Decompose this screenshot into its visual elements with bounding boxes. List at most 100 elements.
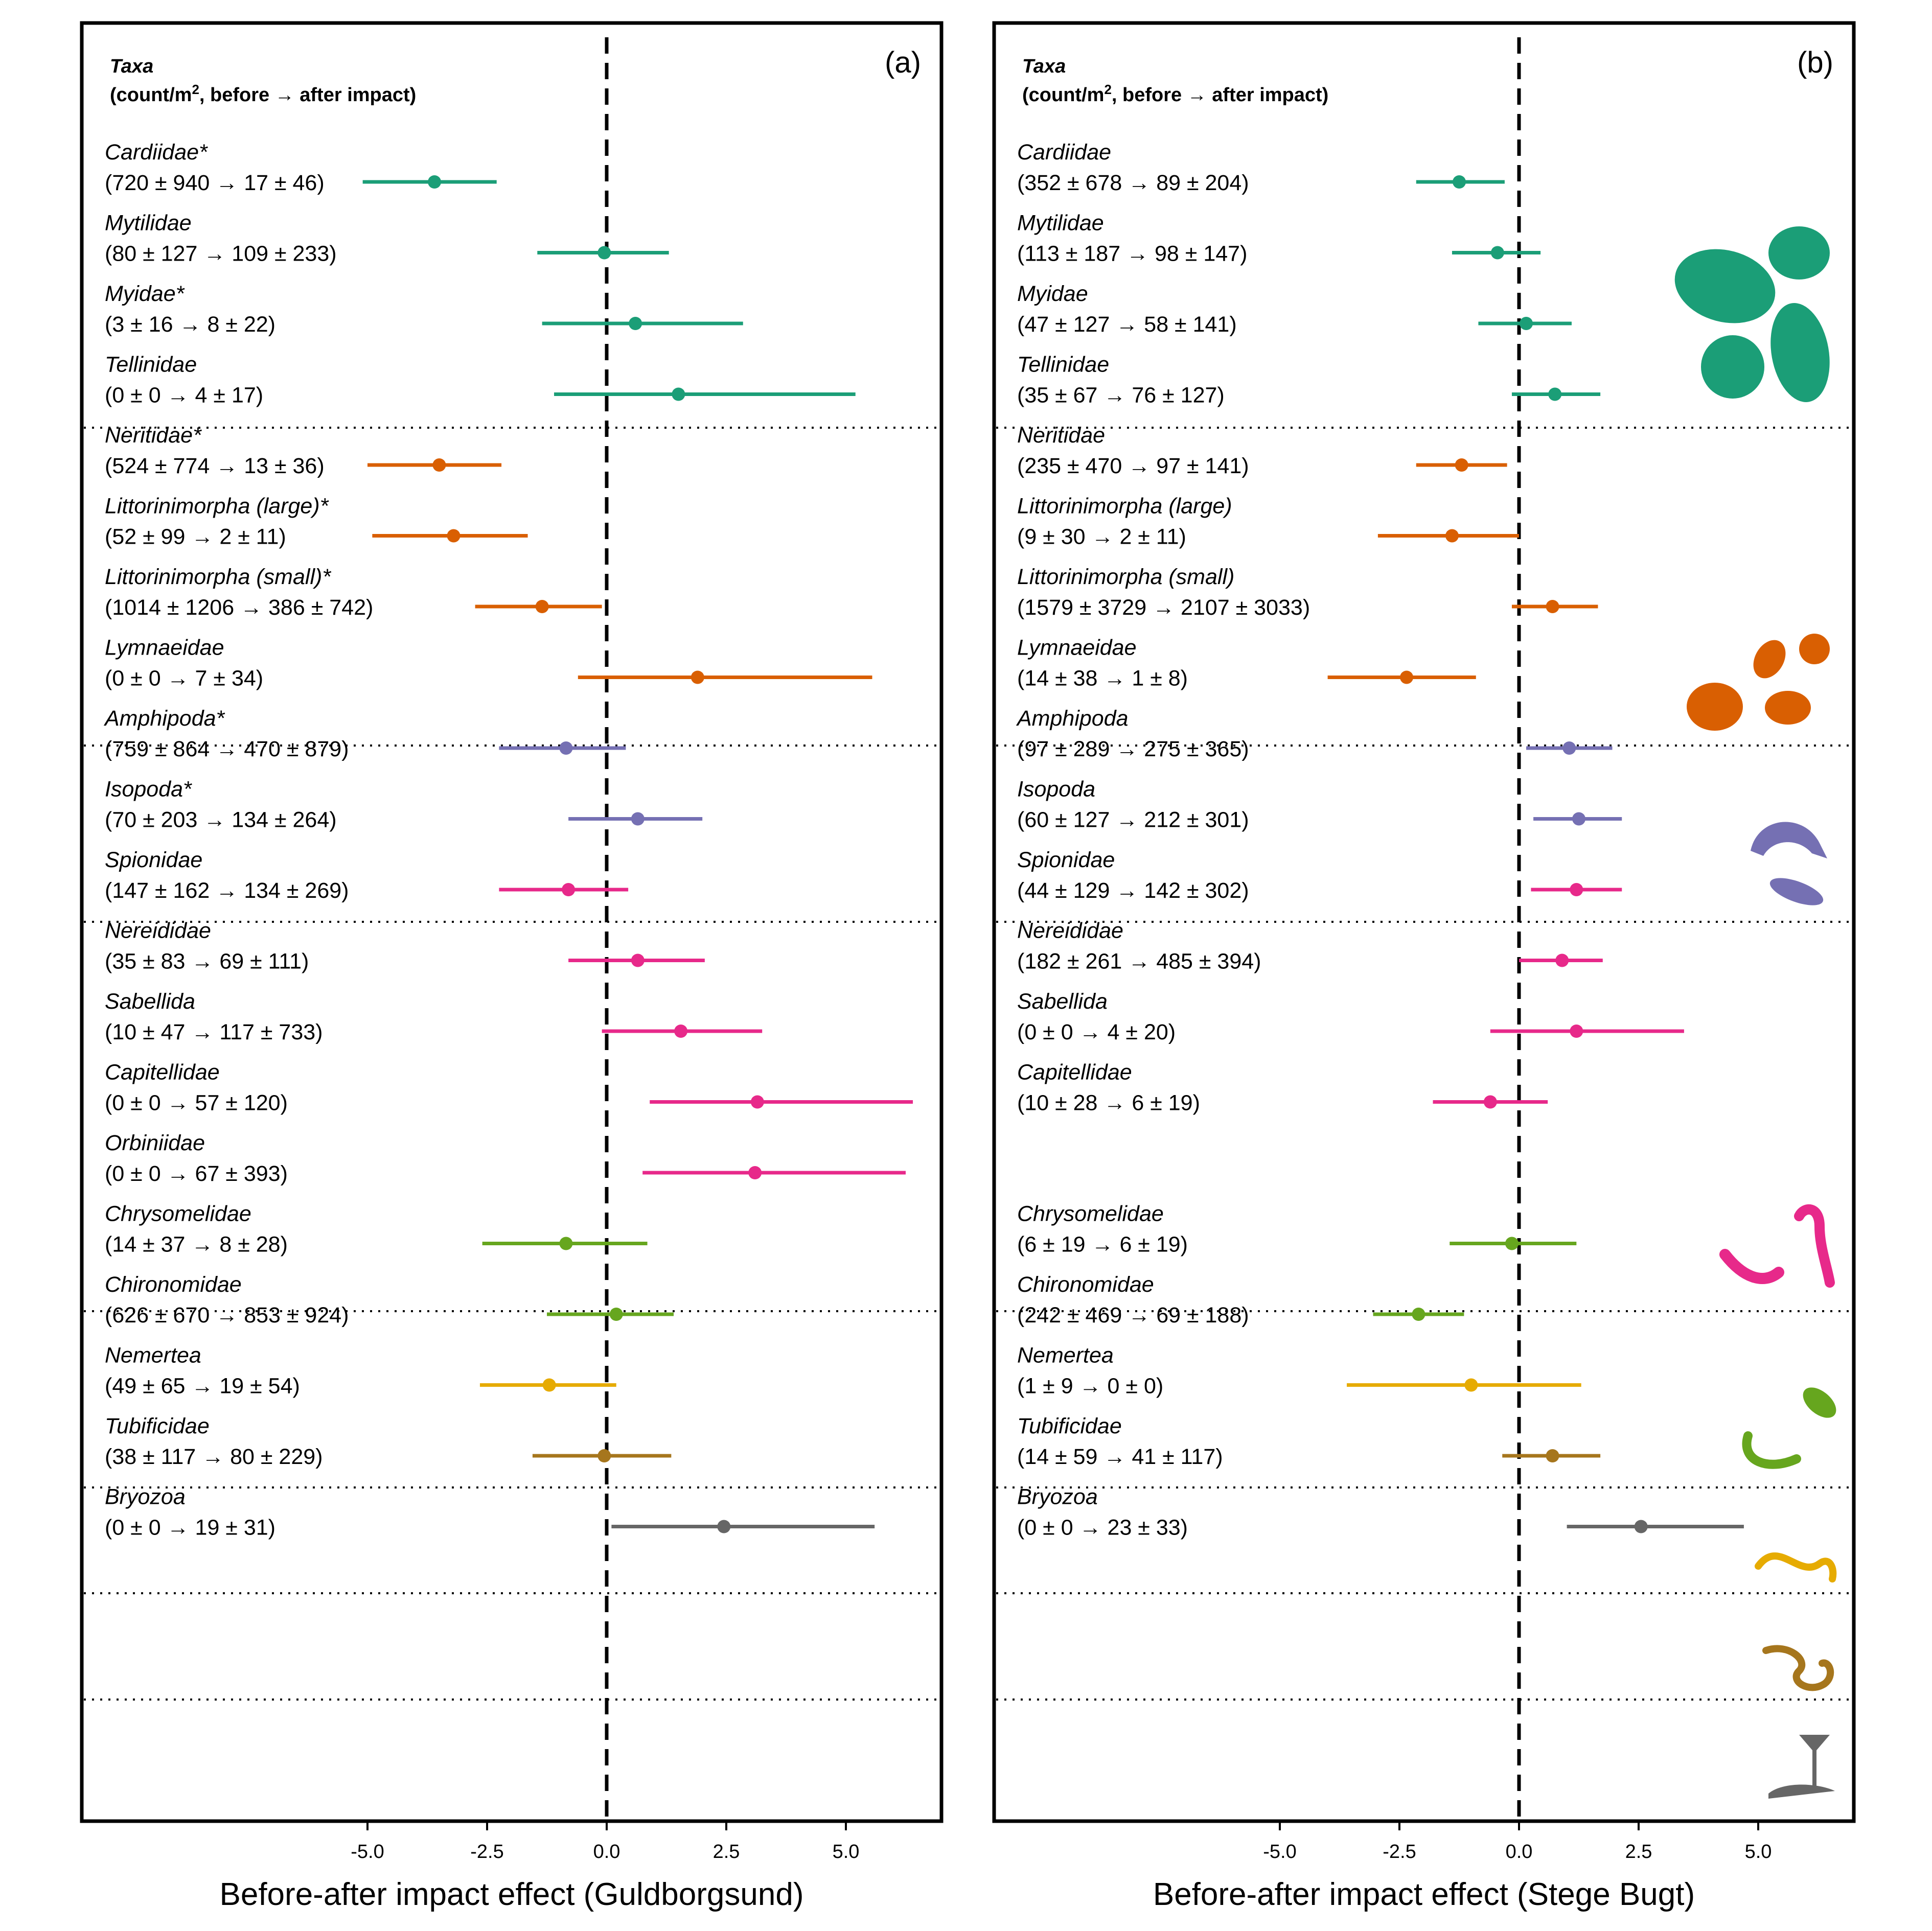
amphipod-body [1751, 822, 1827, 858]
taxon-row: Cardiidae (352 ± 678 → 89 ± 204) [1017, 140, 1505, 195]
taxon-name: Isopoda [1017, 777, 1095, 802]
taxon-row: Littorinimorpha (large)* (52 ± 99 → 2 ± 1… [105, 494, 528, 549]
taxon-counts: (626 ± 670 → 853 ± 924) [105, 1303, 349, 1328]
unit-header-sup: 2 [1104, 82, 1111, 97]
taxon-name: Mytilidae [1017, 211, 1104, 236]
panel-a: (a) Taxa (count/m2, before → after impact)… [80, 21, 944, 1912]
worm-body [1719, 1249, 1784, 1285]
x-tick-label: 5.0 [1745, 1841, 1772, 1863]
effect-estimate-point [609, 1308, 623, 1321]
effect-estimate-point [748, 1166, 762, 1179]
effect-estimate-point [447, 529, 461, 543]
taxon-counts: (242 ± 469 → 69 ± 188) [1017, 1303, 1249, 1328]
effect-estimate-point [562, 883, 576, 896]
taxon-name: Bryozoa [105, 1485, 186, 1509]
shell-shape [1753, 640, 1786, 679]
taxon-counts: (60 ± 127 → 212 ± 301) [1017, 808, 1249, 832]
shell-shape [1765, 691, 1811, 725]
unit-header: (count/m2, before → after impact) [110, 82, 416, 106]
taxon-name: Cardiidae [1017, 140, 1111, 165]
taxon-row: Littorinimorpha (small)* (1014 ± 1206 → 3… [105, 565, 602, 620]
taxon-name: Neritidae [1017, 423, 1105, 448]
effect-estimate-point [597, 1449, 611, 1462]
x-tick-label: 5.0 [833, 1841, 860, 1863]
taxon-name: Littorinimorpha (small) [1017, 565, 1234, 589]
panel-label: (a) [885, 46, 921, 79]
effect-estimate-point [559, 1237, 573, 1250]
x-axis-title: Before-after impact effect (Guldborgsund… [220, 1877, 804, 1912]
effect-estimate-point [674, 1025, 688, 1038]
effect-estimate-point [597, 246, 611, 260]
unit-header-b: , before → after impact) [1112, 84, 1328, 106]
effect-estimate-point [1520, 317, 1533, 330]
effect-estimate-point [717, 1520, 731, 1533]
taxon-counts: (10 ± 28 → 6 ± 19) [1017, 1091, 1200, 1115]
effect-estimate-point [1412, 1308, 1425, 1321]
x-tick-label: -2.5 [1383, 1841, 1416, 1863]
effect-estimate-point [672, 387, 685, 401]
effect-estimate-point [1483, 1095, 1497, 1109]
taxon-name: Capitellidae [105, 1060, 220, 1085]
taxon-counts: (3 ± 16 → 8 ± 22) [105, 312, 275, 337]
taxon-counts: (52 ± 99 → 2 ± 11) [105, 525, 286, 549]
unit-header: (count/m2, before → after impact) [1022, 82, 1328, 106]
taxon-row: Spionidae (147 ± 162 → 134 ± 269) [105, 848, 629, 903]
taxon-name: Chrysomelidae [1017, 1202, 1164, 1226]
taxon-row: Tubificidae (38 ± 117 → 80 ± 229) [105, 1414, 672, 1469]
taxon-counts: (70 ± 203 → 134 ± 264) [105, 808, 337, 832]
x-tick-label: -2.5 [470, 1841, 503, 1863]
taxon-name: Nereididae [105, 919, 211, 943]
taxon-row: Tellinidae (0 ± 0 → 4 ± 17) [105, 353, 856, 408]
polychaete-icon [1719, 1204, 1835, 1288]
effect-estimate-point [691, 670, 704, 684]
effect-estimate-point [535, 600, 549, 613]
taxon-counts: (35 ± 83 → 69 ± 111) [105, 949, 309, 974]
taxon-counts: (97 ± 289 → 275 ± 365) [1017, 737, 1249, 761]
effect-estimate-point [1548, 387, 1562, 401]
taxon-name: Littorinimorpha (small)* [105, 565, 331, 589]
taxon-row: Sabellida (0 ± 0 → 4 ± 20) [1017, 989, 1684, 1044]
taxon-counts: (47 ± 127 → 58 ± 141) [1017, 312, 1237, 337]
taxon-row: Nemertea (49 ± 65 → 19 ± 54) [105, 1343, 616, 1399]
taxon-counts: (0 ± 0 → 4 ± 17) [105, 383, 263, 408]
effect-estimate-point [542, 1378, 556, 1392]
taxon-row: Isopoda* (70 ± 203 → 134 ± 264) [105, 777, 703, 832]
taxon-counts: (14 ± 37 → 8 ± 28) [105, 1232, 288, 1257]
taxon-counts: (1 ± 9 → 0 ± 0) [1017, 1374, 1163, 1399]
taxon-counts: (147 ± 162 → 134 ± 269) [105, 878, 349, 903]
bryozoan-base [1768, 1784, 1835, 1799]
taxon-row: Nereididae (182 ± 261 → 485 ± 394) [1017, 919, 1603, 974]
taxon-counts: (38 ± 117 → 80 ± 229) [105, 1445, 323, 1469]
taxon-row: Neritidae* (524 ± 774 → 13 ± 36) [105, 423, 502, 478]
taxon-row: Amphipoda* (759 ± 864 → 470 ± 879) [103, 706, 626, 761]
x-tick-label: -5.0 [351, 1841, 384, 1863]
effect-estimate-point [750, 1095, 764, 1109]
tubificid-icon [1762, 1645, 1834, 1691]
effect-estimate-point [629, 317, 642, 330]
taxon-row: Myidae* (3 ± 16 → 8 ± 22) [105, 282, 743, 337]
taxon-row: Neritidae (235 ± 470 → 97 ± 141) [1017, 423, 1507, 478]
taxon-name: Amphipoda* [103, 706, 225, 731]
taxon-name: Nemertea [105, 1343, 201, 1368]
beetle-body [1803, 1387, 1836, 1418]
taxon-name: Tellinidae [105, 353, 197, 377]
shell-shape [1799, 634, 1830, 664]
taxon-name: Lymnaeidae [105, 636, 224, 660]
taxon-row: Nemertea (1 ± 9 → 0 ± 0) [1017, 1343, 1581, 1399]
taxon-counts: (235 ± 470 → 97 ± 141) [1017, 454, 1249, 478]
taxon-counts: (44 ± 129 → 142 ± 302) [1017, 878, 1249, 903]
effect-estimate-point [1572, 812, 1585, 826]
taxon-counts: (6 ± 19 → 6 ± 19) [1017, 1232, 1188, 1257]
effect-estimate-point [1546, 1449, 1559, 1462]
taxon-name: Amphipoda [1016, 706, 1129, 731]
panel-label: (b) [1797, 46, 1833, 79]
unit-header-a: (count/m [1022, 84, 1104, 106]
taxon-row: Lymnaeidae (14 ± 38 → 1 ± 8) [1017, 636, 1476, 691]
taxon-counts: (759 ± 864 → 470 ± 879) [105, 737, 349, 761]
taxon-name: Mytilidae [105, 211, 192, 236]
taxon-name: Spionidae [105, 848, 202, 872]
taxon-row: Cardiidae* (720 ± 940 → 17 ± 46) [105, 140, 497, 195]
x-tick-label: -5.0 [1263, 1841, 1296, 1863]
worm-body [1794, 1204, 1835, 1288]
taxon-row: Chironomidae (242 ± 469 → 69 ± 188) [1017, 1272, 1464, 1328]
